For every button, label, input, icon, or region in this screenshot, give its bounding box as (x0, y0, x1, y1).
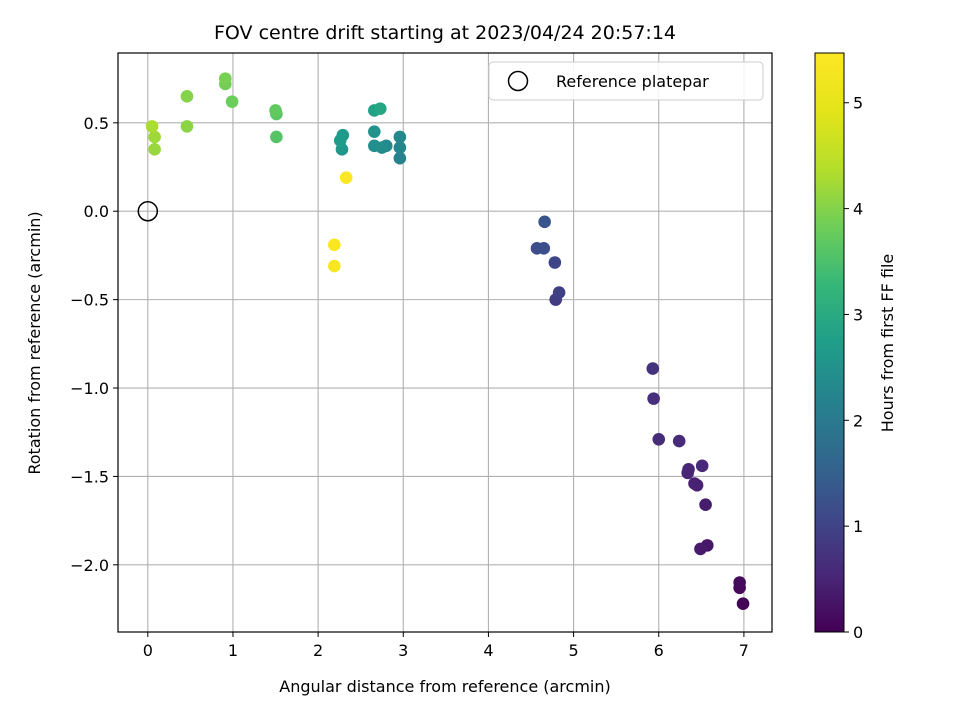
data-point (327, 259, 341, 273)
data-point (180, 120, 194, 133)
data-point (393, 141, 407, 154)
data-point (180, 90, 194, 103)
colorbar: 0 1 2 3 4 5 Hours from first FF file (814, 52, 897, 642)
data-point (339, 171, 353, 184)
y-tick-label: −0.5 (70, 291, 109, 310)
y-tick-label: −1.5 (70, 467, 109, 486)
data-point (393, 151, 407, 165)
colorbar-ticks: 0 1 2 3 4 5 (844, 94, 863, 642)
colorbar-gradient (814, 52, 845, 633)
colorbar-tick-label: 3 (853, 305, 863, 324)
data-point (694, 542, 707, 556)
y-tick-label: 0.5 (84, 114, 109, 133)
plot-frame (117, 52, 773, 633)
data-point (270, 130, 283, 144)
data-point (647, 392, 660, 405)
x-axis-label: Angular distance from reference (arcmin) (279, 677, 610, 696)
data-point (552, 286, 566, 299)
colorbar-tick-label: 0 (853, 623, 863, 642)
colorbar-tick-label: 5 (853, 94, 863, 113)
data-point (368, 125, 381, 138)
grid-lines (118, 53, 772, 632)
data-point (736, 597, 750, 611)
legend: Reference platepar (488, 61, 764, 101)
colorbar-label: Hours from first FF file (878, 254, 897, 433)
data-point (733, 576, 746, 589)
data-point (538, 215, 551, 229)
colorbar-tick-label: 4 (853, 200, 863, 219)
x-tick-label: 6 (654, 641, 664, 660)
data-point (145, 120, 159, 133)
y-axis-ticks: −2.0 −1.5 −1.0 −0.5 0.0 0.5 (70, 114, 118, 575)
data-point (548, 256, 562, 269)
data-point (682, 463, 695, 476)
data-point (690, 478, 704, 492)
data-point (218, 72, 232, 85)
y-tick-label: 0.0 (84, 202, 109, 221)
legend-entry-reference-platepar: Reference platepar (556, 72, 709, 91)
data-point (373, 102, 387, 115)
data-point (368, 139, 381, 153)
x-tick-label: 1 (228, 641, 238, 660)
y-tick-label: −1.0 (70, 379, 109, 398)
data-point (393, 130, 407, 144)
x-tick-label: 2 (313, 641, 323, 660)
colorbar-tick-label: 1 (853, 517, 863, 536)
x-tick-label: 3 (398, 641, 408, 660)
data-point (537, 242, 551, 255)
data-point (672, 434, 686, 448)
reference-marker (137, 200, 159, 222)
data-point (652, 432, 666, 446)
x-tick-label: 4 (483, 641, 493, 660)
x-axis-ticks: 0 1 2 3 4 5 6 7 (143, 632, 749, 660)
data-point (269, 104, 282, 117)
y-axis-label: Rotation from reference (arcmin) (25, 211, 44, 474)
data-points (145, 72, 750, 611)
data-point (336, 128, 350, 142)
data-point (148, 143, 161, 156)
data-point (699, 498, 712, 512)
reference-platepar-point (137, 200, 159, 222)
data-point (327, 238, 341, 252)
colorbar-tick-label: 2 (853, 411, 863, 430)
legend-box (488, 61, 764, 101)
data-point (148, 130, 161, 144)
data-point (646, 362, 660, 375)
x-tick-label: 7 (739, 641, 749, 660)
x-tick-label: 5 (568, 641, 578, 660)
x-tick-label: 0 (143, 641, 153, 660)
y-tick-label: −2.0 (70, 556, 109, 575)
data-point (695, 459, 709, 473)
legend-marker (507, 70, 529, 92)
chart-title: FOV centre drift starting at 2023/04/24 … (214, 22, 676, 44)
data-point (225, 95, 239, 108)
